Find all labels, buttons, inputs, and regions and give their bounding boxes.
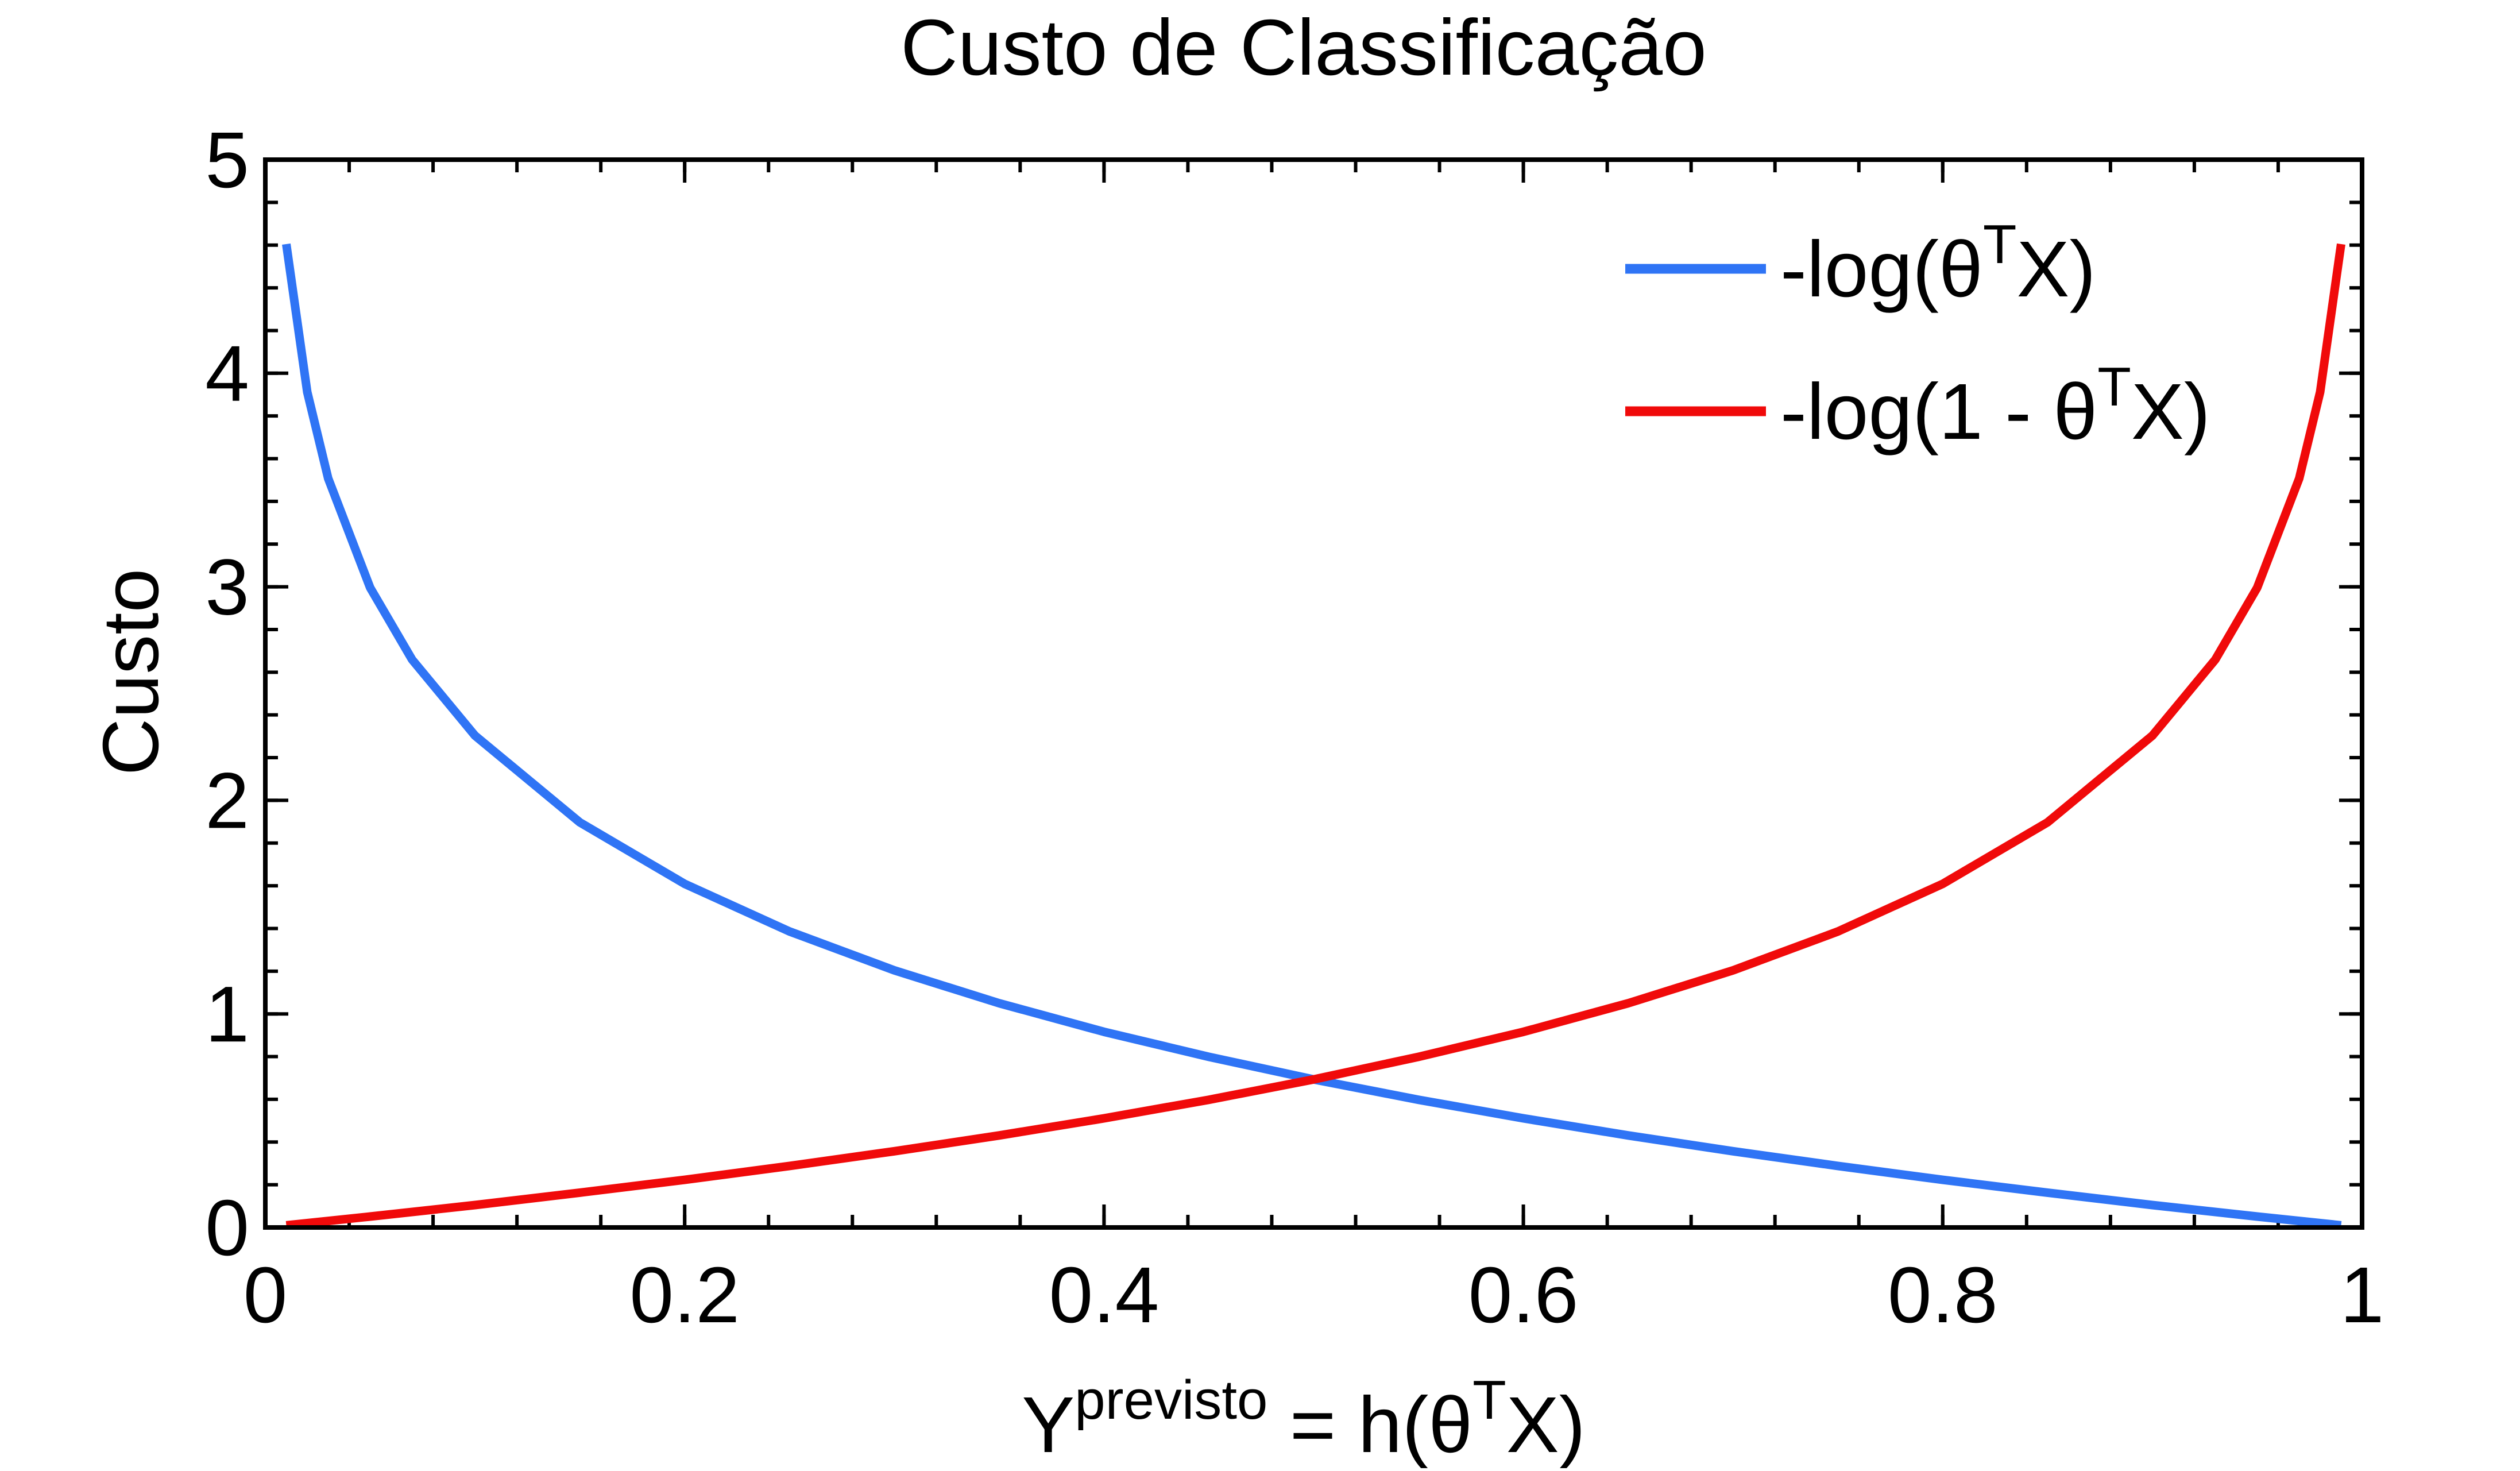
x-tick-label: 1 bbox=[2340, 1251, 2384, 1339]
y-tick-label: 3 bbox=[205, 543, 249, 632]
y-tick-label: 2 bbox=[205, 756, 249, 845]
y-tick-label: 4 bbox=[205, 330, 249, 418]
series-line-neg-log-one-minus bbox=[285, 243, 2345, 1230]
x-axis-label-rest-superscript: T bbox=[1472, 1369, 1506, 1431]
y-axis-label: Custo bbox=[87, 569, 175, 776]
x-axis-label-rest: = h(θ bbox=[1267, 1381, 1472, 1468]
x-axis-label-base: Y bbox=[1022, 1381, 1075, 1468]
legend-label-text: X) bbox=[2016, 225, 2096, 314]
legend-label-text: -log(θ bbox=[1780, 225, 1983, 314]
y-tick-label: 5 bbox=[205, 116, 249, 204]
axis-ticks bbox=[264, 158, 2364, 1229]
plot-frame bbox=[263, 157, 2364, 1230]
legend-label: -log(1 - θTX) bbox=[1780, 356, 2210, 456]
legend-label-text: -log(1 - θ bbox=[1780, 368, 2097, 456]
chart-title: Custo de Classificação bbox=[900, 3, 1707, 92]
series-lines bbox=[282, 243, 2345, 1230]
y-tick-label: 1 bbox=[205, 970, 249, 1059]
legend-label-superscript: T bbox=[1983, 214, 2017, 275]
x-tick-label: 0 bbox=[244, 1251, 288, 1339]
legend-label-text: X) bbox=[2131, 368, 2210, 456]
series-line-neg-log bbox=[282, 243, 2342, 1230]
legend-label-superscript: T bbox=[2097, 356, 2131, 418]
legend: -log(θTX)-log(1 - θTX) bbox=[1625, 214, 2210, 456]
x-axis-label-tail: X) bbox=[1506, 1381, 1586, 1468]
x-axis-label-base-superscript: previsto bbox=[1075, 1369, 1267, 1431]
x-tick-label: 0.4 bbox=[1049, 1251, 1159, 1339]
tick-labels: 0 0.2 0.4 0.6 0.8 1 0 1 2 3 4 5 bbox=[205, 116, 2384, 1339]
x-tick-label: 0.2 bbox=[629, 1251, 740, 1339]
x-axis-label: Yprevisto = h(θTX) bbox=[1022, 1369, 1586, 1468]
y-tick-label: 0 bbox=[205, 1184, 249, 1272]
x-tick-label: 0.6 bbox=[1468, 1251, 1579, 1339]
legend-label: -log(θTX) bbox=[1780, 214, 2096, 314]
x-tick-label: 0.8 bbox=[1888, 1251, 1998, 1339]
